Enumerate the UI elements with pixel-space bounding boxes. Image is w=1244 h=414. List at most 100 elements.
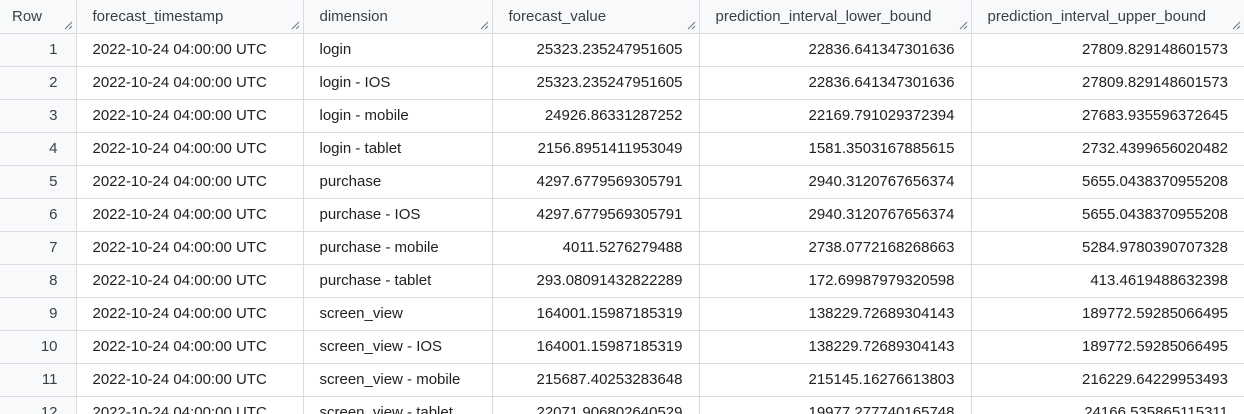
cell-lower-bound[interactable]: 172.69987979320598 (699, 264, 972, 298)
cell-forecast-timestamp[interactable]: 2022-10-24 04:00:00 UTC (76, 396, 304, 414)
column-header-forecast-value[interactable]: forecast_value (492, 0, 700, 34)
cell-upper-bound[interactable]: 2732.4399656020482 (971, 132, 1244, 166)
cell-dimension[interactable]: screen_view - IOS (303, 330, 493, 364)
cell-forecast-timestamp[interactable]: 2022-10-24 04:00:00 UTC (76, 264, 304, 298)
cell-forecast-value[interactable]: 164001.15987185319 (492, 330, 700, 364)
cell-forecast-value[interactable]: 215687.40253283648 (492, 363, 700, 397)
cell-forecast-timestamp[interactable]: 2022-10-24 04:00:00 UTC (76, 132, 304, 166)
cell-forecast-value[interactable]: 164001.15987185319 (492, 297, 700, 331)
column-header-label: prediction_interval_lower_bound (715, 7, 932, 25)
row-number: 5 (0, 165, 77, 199)
table-row: 4 2022-10-24 04:00:00 UTC login - tablet… (0, 132, 1244, 166)
cell-dimension[interactable]: purchase - IOS (303, 198, 493, 232)
cell-lower-bound[interactable]: 2738.0772168268663 (699, 231, 972, 265)
cell-dimension[interactable]: login - IOS (303, 66, 493, 100)
cell-dimension[interactable]: login - tablet (303, 132, 493, 166)
table-row: 10 2022-10-24 04:00:00 UTC screen_view -… (0, 330, 1244, 364)
column-resize-icon[interactable] (1231, 20, 1241, 30)
cell-forecast-timestamp[interactable]: 2022-10-24 04:00:00 UTC (76, 231, 304, 265)
cell-forecast-value[interactable]: 22071.906802640529 (492, 396, 700, 414)
cell-upper-bound[interactable]: 189772.59285066495 (971, 297, 1244, 331)
header-row: Row forecast_timestamp dimension forecas… (0, 0, 1244, 34)
cell-forecast-timestamp[interactable]: 2022-10-24 04:00:00 UTC (76, 66, 304, 100)
cell-upper-bound[interactable]: 27683.935596372645 (971, 99, 1244, 133)
cell-lower-bound[interactable]: 2940.3120767656374 (699, 165, 972, 199)
cell-forecast-timestamp[interactable]: 2022-10-24 04:00:00 UTC (76, 99, 304, 133)
row-number: 8 (0, 264, 77, 298)
cell-lower-bound[interactable]: 138229.72689304143 (699, 330, 972, 364)
column-header-forecast-timestamp[interactable]: forecast_timestamp (76, 0, 304, 34)
column-header-label: prediction_interval_upper_bound (987, 7, 1207, 25)
cell-upper-bound[interactable]: 189772.59285066495 (971, 330, 1244, 364)
cell-forecast-value[interactable]: 25323.235247951605 (492, 66, 700, 100)
cell-forecast-value[interactable]: 2156.8951411953049 (492, 132, 700, 166)
cell-upper-bound[interactable]: 27809.829148601573 (971, 66, 1244, 100)
table-row: 7 2022-10-24 04:00:00 UTC purchase - mob… (0, 231, 1244, 265)
cell-forecast-value[interactable]: 4011.5276279488 (492, 231, 700, 265)
table-row: 1 2022-10-24 04:00:00 UTC login 25323.23… (0, 33, 1244, 67)
table-row: 12 2022-10-24 04:00:00 UTC screen_view -… (0, 396, 1244, 414)
cell-lower-bound[interactable]: 22169.791029372394 (699, 99, 972, 133)
table-row: 3 2022-10-24 04:00:00 UTC login - mobile… (0, 99, 1244, 133)
row-number: 12 (0, 396, 77, 414)
cell-lower-bound[interactable]: 138229.72689304143 (699, 297, 972, 331)
column-header-label: Row (12, 7, 43, 25)
cell-upper-bound[interactable]: 5655.0438370955208 (971, 198, 1244, 232)
cell-upper-bound[interactable]: 5655.0438370955208 (971, 165, 1244, 199)
cell-upper-bound[interactable]: 24166.535865115311 (971, 396, 1244, 414)
table-row: 5 2022-10-24 04:00:00 UTC purchase 4297.… (0, 165, 1244, 199)
cell-dimension[interactable]: login - mobile (303, 99, 493, 133)
column-header-label: forecast_value (508, 7, 607, 25)
column-header-label: dimension (319, 7, 388, 25)
cell-upper-bound[interactable]: 216229.64229953493 (971, 363, 1244, 397)
cell-dimension[interactable]: screen_view (303, 297, 493, 331)
column-resize-icon[interactable] (958, 20, 968, 30)
cell-upper-bound[interactable]: 5284.9780390707328 (971, 231, 1244, 265)
cell-dimension[interactable]: screen_view - mobile (303, 363, 493, 397)
row-number: 11 (0, 363, 77, 397)
cell-forecast-value[interactable]: 25323.235247951605 (492, 33, 700, 67)
cell-forecast-value[interactable]: 293.08091432822289 (492, 264, 700, 298)
cell-dimension[interactable]: screen_view - tablet (303, 396, 493, 414)
cell-dimension[interactable]: purchase - mobile (303, 231, 493, 265)
column-resize-icon[interactable] (290, 20, 300, 30)
column-header-prediction-interval-lower-bound[interactable]: prediction_interval_lower_bound (699, 0, 972, 34)
cell-dimension[interactable]: login (303, 33, 493, 67)
row-number: 4 (0, 132, 77, 166)
cell-forecast-value[interactable]: 4297.6779569305791 (492, 198, 700, 232)
column-resize-icon[interactable] (686, 20, 696, 30)
column-header-dimension[interactable]: dimension (303, 0, 493, 34)
cell-lower-bound[interactable]: 215145.16276613803 (699, 363, 972, 397)
cell-upper-bound[interactable]: 413.4619488632398 (971, 264, 1244, 298)
cell-lower-bound[interactable]: 22836.641347301636 (699, 66, 972, 100)
column-resize-icon[interactable] (63, 20, 73, 30)
row-number: 7 (0, 231, 77, 265)
row-number: 1 (0, 33, 77, 67)
cell-dimension[interactable]: purchase (303, 165, 493, 199)
cell-forecast-value[interactable]: 24926.86331287252 (492, 99, 700, 133)
row-number: 2 (0, 66, 77, 100)
cell-upper-bound[interactable]: 27809.829148601573 (971, 33, 1244, 67)
cell-forecast-value[interactable]: 4297.6779569305791 (492, 165, 700, 199)
column-resize-icon[interactable] (479, 20, 489, 30)
table-row: 9 2022-10-24 04:00:00 UTC screen_view 16… (0, 297, 1244, 331)
table-row: 8 2022-10-24 04:00:00 UTC purchase - tab… (0, 264, 1244, 298)
cell-lower-bound[interactable]: 2940.3120767656374 (699, 198, 972, 232)
cell-forecast-timestamp[interactable]: 2022-10-24 04:00:00 UTC (76, 165, 304, 199)
cell-forecast-timestamp[interactable]: 2022-10-24 04:00:00 UTC (76, 297, 304, 331)
cell-lower-bound[interactable]: 22836.641347301636 (699, 33, 972, 67)
row-number: 3 (0, 99, 77, 133)
cell-lower-bound[interactable]: 19977.277740165748 (699, 396, 972, 414)
table-row: 6 2022-10-24 04:00:00 UTC purchase - IOS… (0, 198, 1244, 232)
column-header-row[interactable]: Row (0, 0, 77, 34)
column-header-label: forecast_timestamp (92, 7, 224, 25)
cell-lower-bound[interactable]: 1581.3503167885615 (699, 132, 972, 166)
cell-dimension[interactable]: purchase - tablet (303, 264, 493, 298)
cell-forecast-timestamp[interactable]: 2022-10-24 04:00:00 UTC (76, 363, 304, 397)
cell-forecast-timestamp[interactable]: 2022-10-24 04:00:00 UTC (76, 33, 304, 67)
row-number: 9 (0, 297, 77, 331)
cell-forecast-timestamp[interactable]: 2022-10-24 04:00:00 UTC (76, 330, 304, 364)
cell-forecast-timestamp[interactable]: 2022-10-24 04:00:00 UTC (76, 198, 304, 232)
column-header-prediction-interval-upper-bound[interactable]: prediction_interval_upper_bound (971, 0, 1244, 34)
